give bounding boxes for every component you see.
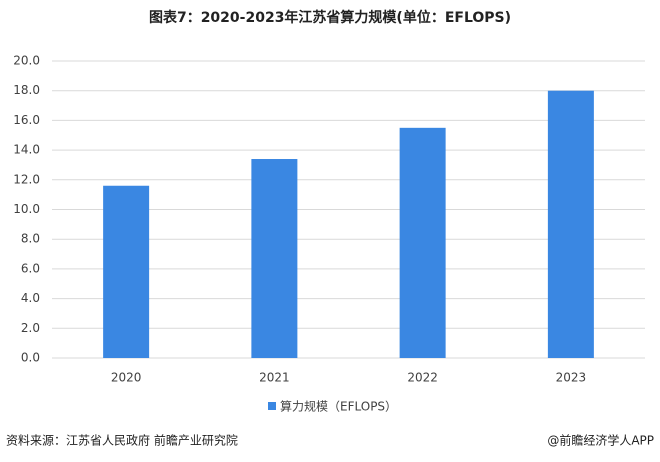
y-tick-label: 14.0 [13,143,40,157]
bar [399,127,446,358]
y-tick-label: 4.0 [21,291,40,305]
bar [103,185,150,358]
legend-swatch [268,402,276,410]
y-tick-label: 10.0 [13,202,40,216]
y-tick-label: 6.0 [21,261,40,275]
y-tick-label: 2.0 [21,321,40,335]
legend-label: 算力规模（EFLOPS） [280,399,397,414]
bar [547,90,594,358]
y-tick-label: 8.0 [21,232,40,246]
x-tick-label: 2021 [259,371,290,385]
chart-title: 图表7：2020-2023年江苏省算力规模(单位：EFLOPS) [149,9,511,26]
y-tick-label: 16.0 [13,113,40,127]
y-tick-label: 20.0 [13,54,40,68]
credit: @前瞻经济学人APP [547,433,654,448]
x-tick-label: 2020 [111,371,142,385]
source: 资料来源：江苏省人民政府 前瞻产业研究院 [6,433,238,448]
bar [251,159,298,358]
y-tick-label: 12.0 [13,172,40,186]
x-tick-label: 2023 [556,371,587,385]
x-tick-label: 2022 [407,371,438,385]
y-tick-label: 0.0 [21,351,40,365]
y-tick-label: 18.0 [13,83,40,97]
